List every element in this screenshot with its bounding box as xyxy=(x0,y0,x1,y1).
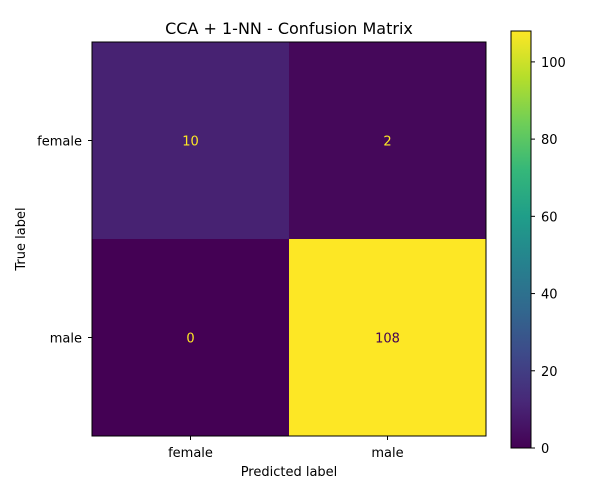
colorbar-tick-label: 20 xyxy=(541,365,558,380)
colorbar-tick-label: 0 xyxy=(541,442,549,457)
x-axis-ticks: female male xyxy=(168,436,404,461)
cell-value-label: 10 xyxy=(182,135,199,150)
y-axis-ticks: female male xyxy=(37,135,92,347)
heatmap-cell xyxy=(92,239,289,436)
y-axis-label: True label xyxy=(14,207,29,271)
x-axis-label: Predicted label xyxy=(241,465,338,480)
cell-value-label: 108 xyxy=(375,332,400,347)
heatmap-cell xyxy=(92,42,289,239)
colorbar-tick-label: 100 xyxy=(541,56,566,71)
plot-frame xyxy=(91,41,487,437)
cell-value-label: 0 xyxy=(186,332,194,347)
heatmap-cell xyxy=(289,239,486,436)
cell-value-label: 2 xyxy=(383,135,391,150)
colorbar-tick-label: 80 xyxy=(541,133,558,148)
colorbar xyxy=(510,30,532,449)
y-tick-label: female xyxy=(37,135,82,150)
x-tick-label: female xyxy=(168,446,213,461)
colorbar-ticks: 0 20 40 60 80 100 xyxy=(531,56,566,457)
colorbar-tick-label: 60 xyxy=(541,210,558,225)
heatmap-cells: 10 2 0 108 xyxy=(92,42,486,436)
chart-title: CCA + 1-NN - Confusion Matrix xyxy=(165,19,413,38)
y-tick-label: male xyxy=(50,332,82,347)
colorbar-tick-label: 40 xyxy=(541,288,558,303)
heatmap-cell xyxy=(289,42,486,239)
x-tick-label: male xyxy=(371,446,403,461)
